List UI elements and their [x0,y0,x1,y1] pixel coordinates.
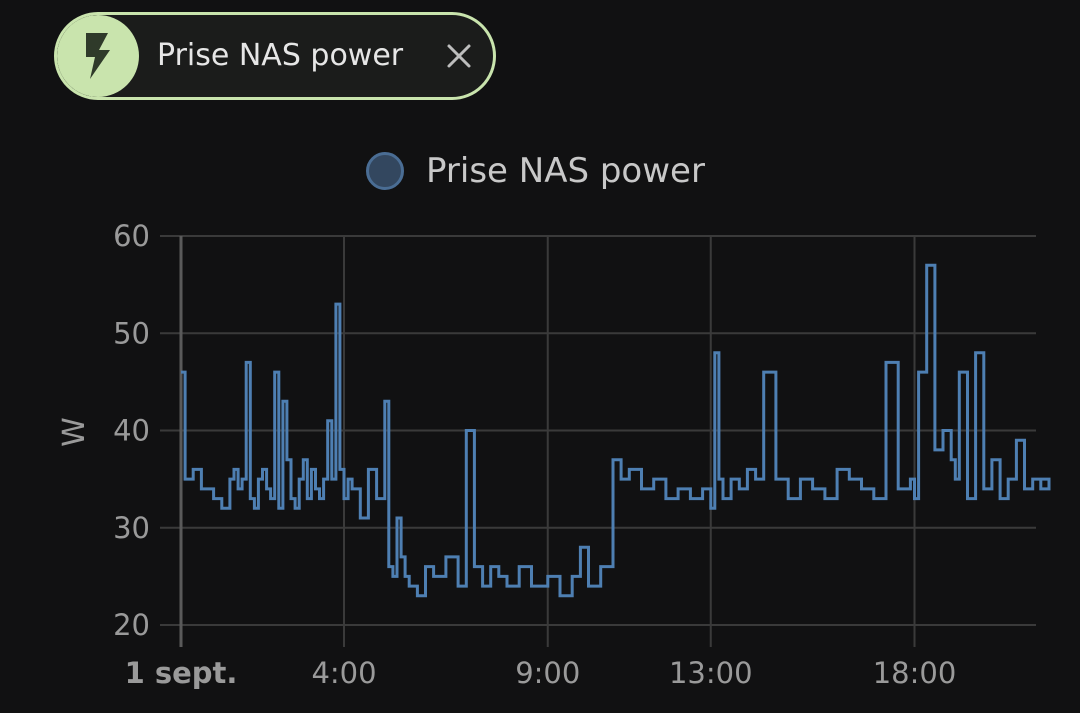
series-line-prise-nas-power [181,263,1051,598]
y-tick-label: 20 [113,608,150,642]
y-tick-label: 60 [113,219,150,253]
legend-swatch [366,152,404,190]
x-tick-label: 18:00 [873,656,957,690]
y-tick-label: 40 [113,414,150,448]
x-tick-label: 13:00 [669,656,753,690]
chart-grid [160,235,1036,647]
chip-label: Prise NAS power [157,38,404,73]
entity-chip[interactable]: Prise NAS power [54,12,496,100]
legend-label: Prise NAS power [426,151,705,191]
x-axis-ticks: 1 sept. 4:00 9:00 13:00 18:00 [125,656,957,690]
y-tick-label: 50 [113,316,150,350]
y-axis-ticks: 20 30 40 50 60 [113,219,150,642]
x-tick-label: 4:00 [311,656,376,690]
y-tick-label: 30 [113,511,150,545]
y-axis-label: W [57,417,92,447]
chart-legend[interactable]: Prise NAS power [366,146,705,196]
x-tick-label: 9:00 [515,656,580,690]
close-icon[interactable] [442,39,476,73]
chip-icon-badge [57,15,139,97]
lightning-bolt-icon [86,33,110,79]
x-tick-label: 1 sept. [125,656,238,690]
